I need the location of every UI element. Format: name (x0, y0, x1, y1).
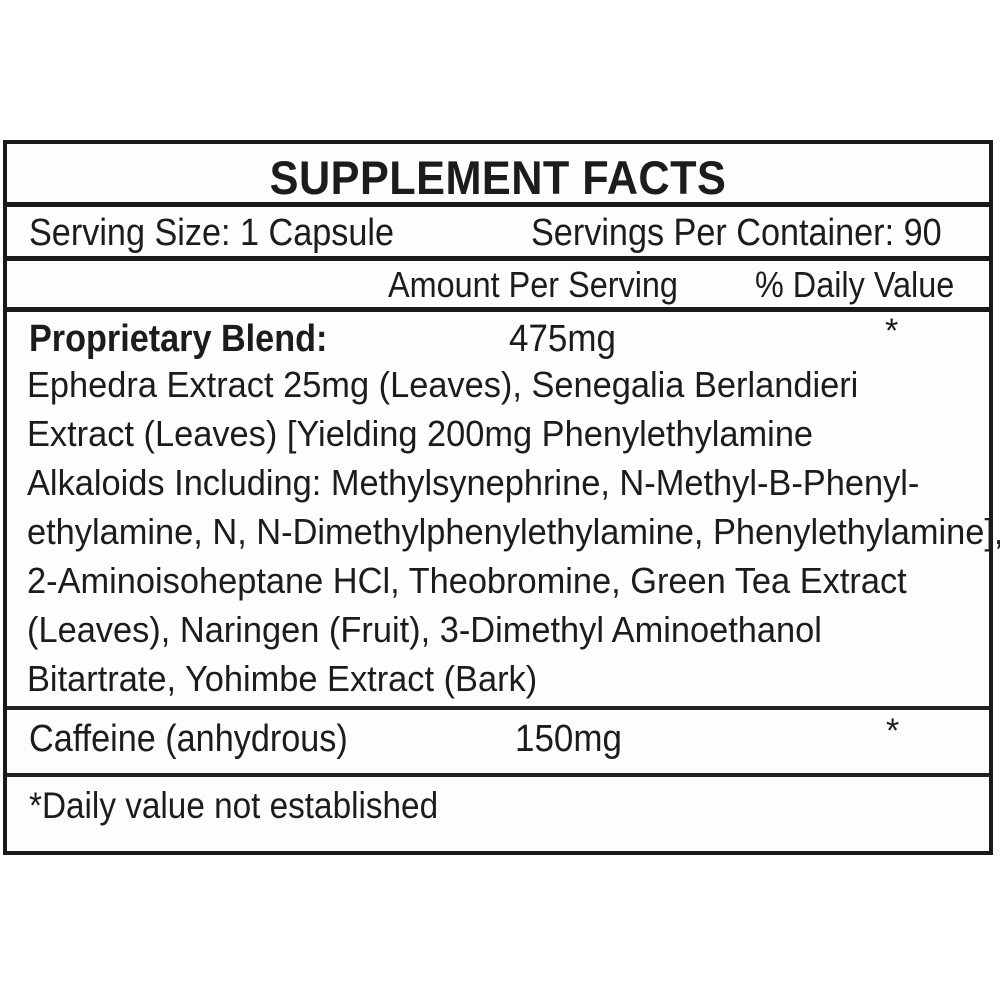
proprietary-blend-daily-value: * (885, 312, 899, 350)
servings-per-container-text: Servings Per Container: 90 (531, 212, 942, 254)
page-title: SUPPLEMENT FACTS (269, 151, 727, 204)
ingredient-line: ethylamine, N, N-Dimethylphenylethylamin… (27, 511, 1000, 552)
caffeine-label: Caffeine (anhydrous) (29, 718, 348, 760)
proprietary-blend-row: Proprietary Blend: 475mg * Ephedra Extra… (7, 312, 1000, 710)
ingredient-line: Alkaloids Including: Methylsynephrine, N… (27, 462, 920, 503)
title-row: SUPPLEMENT FACTS (7, 144, 989, 207)
proprietary-blend-ingredients: Ephedra Extract 25mg (Leaves), Senegalia… (27, 360, 1000, 703)
ingredient-line: 2-Aminoisoheptane HCl, Theobromine, Gree… (27, 560, 907, 601)
amount-per-serving-header: Amount Per Serving (388, 264, 678, 305)
ingredient-line: (Leaves), Naringen (Fruit), 3-Dimethyl A… (27, 609, 822, 650)
daily-value-footnote: *Daily value not established (29, 785, 439, 826)
caffeine-daily-value: * (886, 712, 900, 750)
caffeine-amount: 150mg (515, 718, 622, 760)
caffeine-row: Caffeine (anhydrous) 150mg * (7, 710, 989, 777)
percent-daily-value-header: % Daily Value (755, 264, 955, 305)
ingredient-line: Extract (Leaves) [Yielding 200mg Phenyle… (27, 413, 814, 454)
ingredient-line: Ephedra Extract 25mg (Leaves), Senegalia… (27, 364, 859, 405)
footnote-row: *Daily value not established (7, 777, 989, 841)
serving-info-row: Serving Size: 1 Capsule Servings Per Con… (7, 207, 989, 261)
serving-size-text: Serving Size: 1 Capsule (29, 212, 395, 254)
ingredient-line: Bitartrate, Yohimbe Extract (Bark) (27, 658, 538, 699)
supplement-facts-panel: SUPPLEMENT FACTS Serving Size: 1 Capsule… (3, 140, 1000, 855)
proprietary-blend-label: Proprietary Blend: (29, 318, 328, 360)
proprietary-blend-amount: 475mg (509, 318, 616, 360)
column-headers-row: Amount Per Serving % Daily Value (7, 261, 989, 312)
